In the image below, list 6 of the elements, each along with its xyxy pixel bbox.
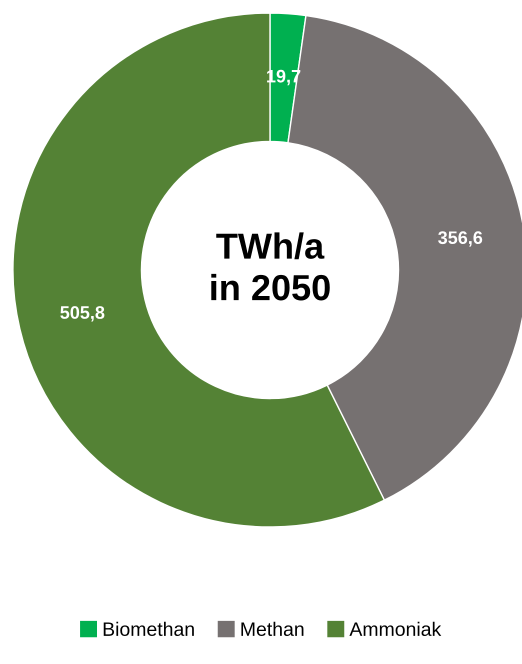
data-label: 356,6 bbox=[438, 231, 482, 247]
text: TWh/a in 2050 bbox=[211, 232, 330, 300]
legend-label: Biomethan bbox=[104, 622, 194, 636]
legend-label: Ammoniak bbox=[349, 622, 442, 636]
data-label: 505,8 bbox=[60, 306, 104, 322]
legend-label: Methan bbox=[241, 622, 304, 636]
